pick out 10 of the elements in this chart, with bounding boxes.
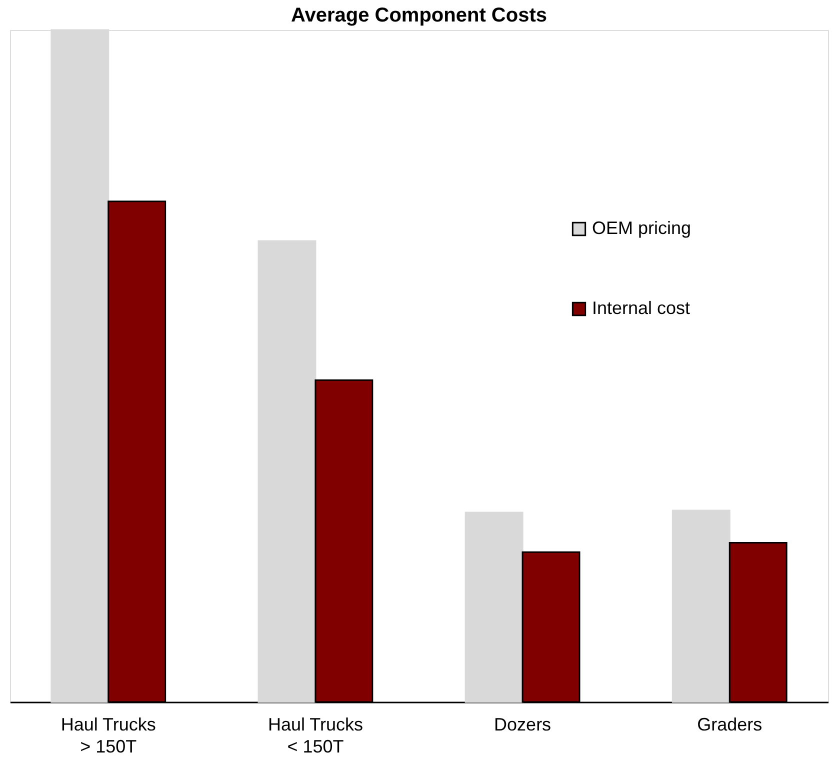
x-tick-label: Haul Trucks < 150T [268, 714, 363, 756]
x-tick-label: Graders [697, 714, 762, 734]
bar [672, 510, 730, 703]
legend-label: OEM pricing [592, 218, 692, 238]
bar [464, 512, 524, 703]
x-tick-label: Haul Trucks > 150T [60, 714, 156, 756]
x-tick-label: Dozers [494, 714, 552, 734]
legend-label: Internal cost [592, 298, 690, 318]
bar [258, 240, 316, 703]
chart-title: Average Component Costs [291, 4, 547, 26]
